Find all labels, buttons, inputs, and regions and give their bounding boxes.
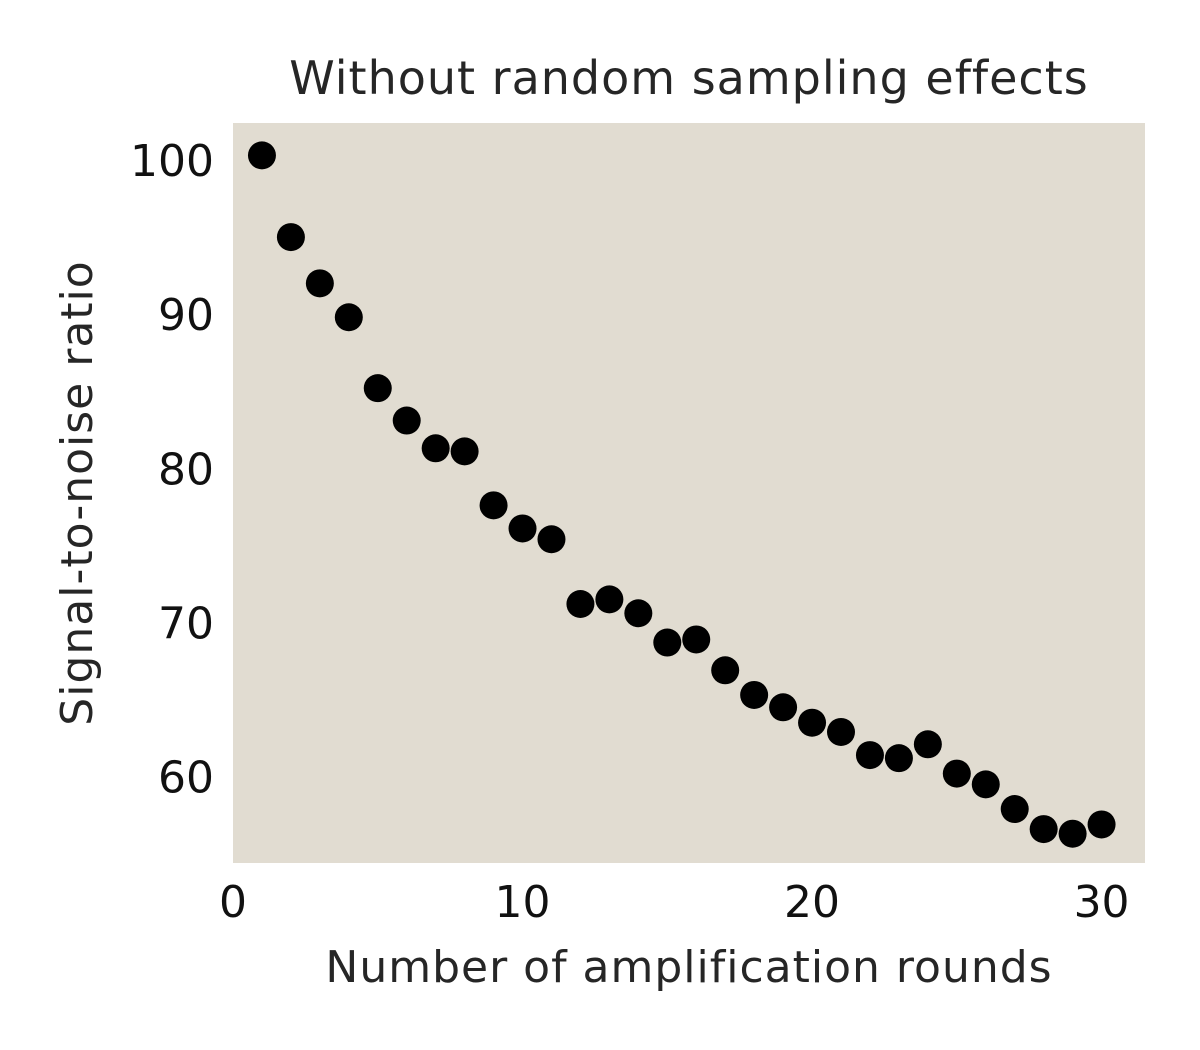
x-axis-ticks: 0 10 20 30 xyxy=(219,877,1130,928)
y-axis-label: Signal-to-noise ratio xyxy=(52,260,103,725)
data-point xyxy=(740,680,769,709)
data-point xyxy=(566,590,595,618)
data-point xyxy=(1029,815,1058,844)
data-point xyxy=(450,437,479,466)
data-point xyxy=(363,374,392,403)
data-point xyxy=(247,141,276,170)
data-point xyxy=(971,770,1000,799)
data-point xyxy=(884,744,913,773)
plot-area xyxy=(233,123,1145,863)
data-point xyxy=(682,625,711,654)
data-point xyxy=(1000,795,1029,824)
data-point xyxy=(624,599,653,628)
data-point xyxy=(334,303,363,332)
data-point xyxy=(827,717,855,746)
x-tick-label: 20 xyxy=(784,877,840,928)
data-point xyxy=(913,730,942,759)
data-point xyxy=(479,491,508,520)
y-tick-label: 80 xyxy=(158,444,214,495)
data-point xyxy=(855,741,884,770)
data-point xyxy=(508,514,537,543)
y-tick-label: 90 xyxy=(158,290,214,341)
data-point xyxy=(595,585,624,614)
data-point xyxy=(537,525,566,554)
data-point xyxy=(711,656,740,685)
x-tick-label: 0 xyxy=(219,877,247,928)
y-tick-label: 60 xyxy=(158,753,214,804)
data-point xyxy=(653,628,682,657)
data-point xyxy=(305,269,334,298)
x-tick-label: 30 xyxy=(1074,877,1130,928)
y-axis-ticks: 60 70 80 90 100 xyxy=(130,136,214,804)
x-axis-label: Number of amplification rounds xyxy=(325,942,1052,993)
data-point xyxy=(276,223,305,252)
data-point xyxy=(942,759,971,788)
data-point xyxy=(769,693,798,722)
data-point xyxy=(1087,810,1116,839)
y-tick-label: 70 xyxy=(158,599,214,650)
data-points xyxy=(247,141,1116,848)
chart-title: Without random sampling effects xyxy=(289,51,1088,105)
data-point xyxy=(421,434,450,463)
data-point xyxy=(392,406,421,435)
x-tick-label: 10 xyxy=(495,877,551,928)
data-point xyxy=(1058,819,1087,848)
y-tick-label: 100 xyxy=(130,136,214,187)
data-point xyxy=(798,708,827,737)
